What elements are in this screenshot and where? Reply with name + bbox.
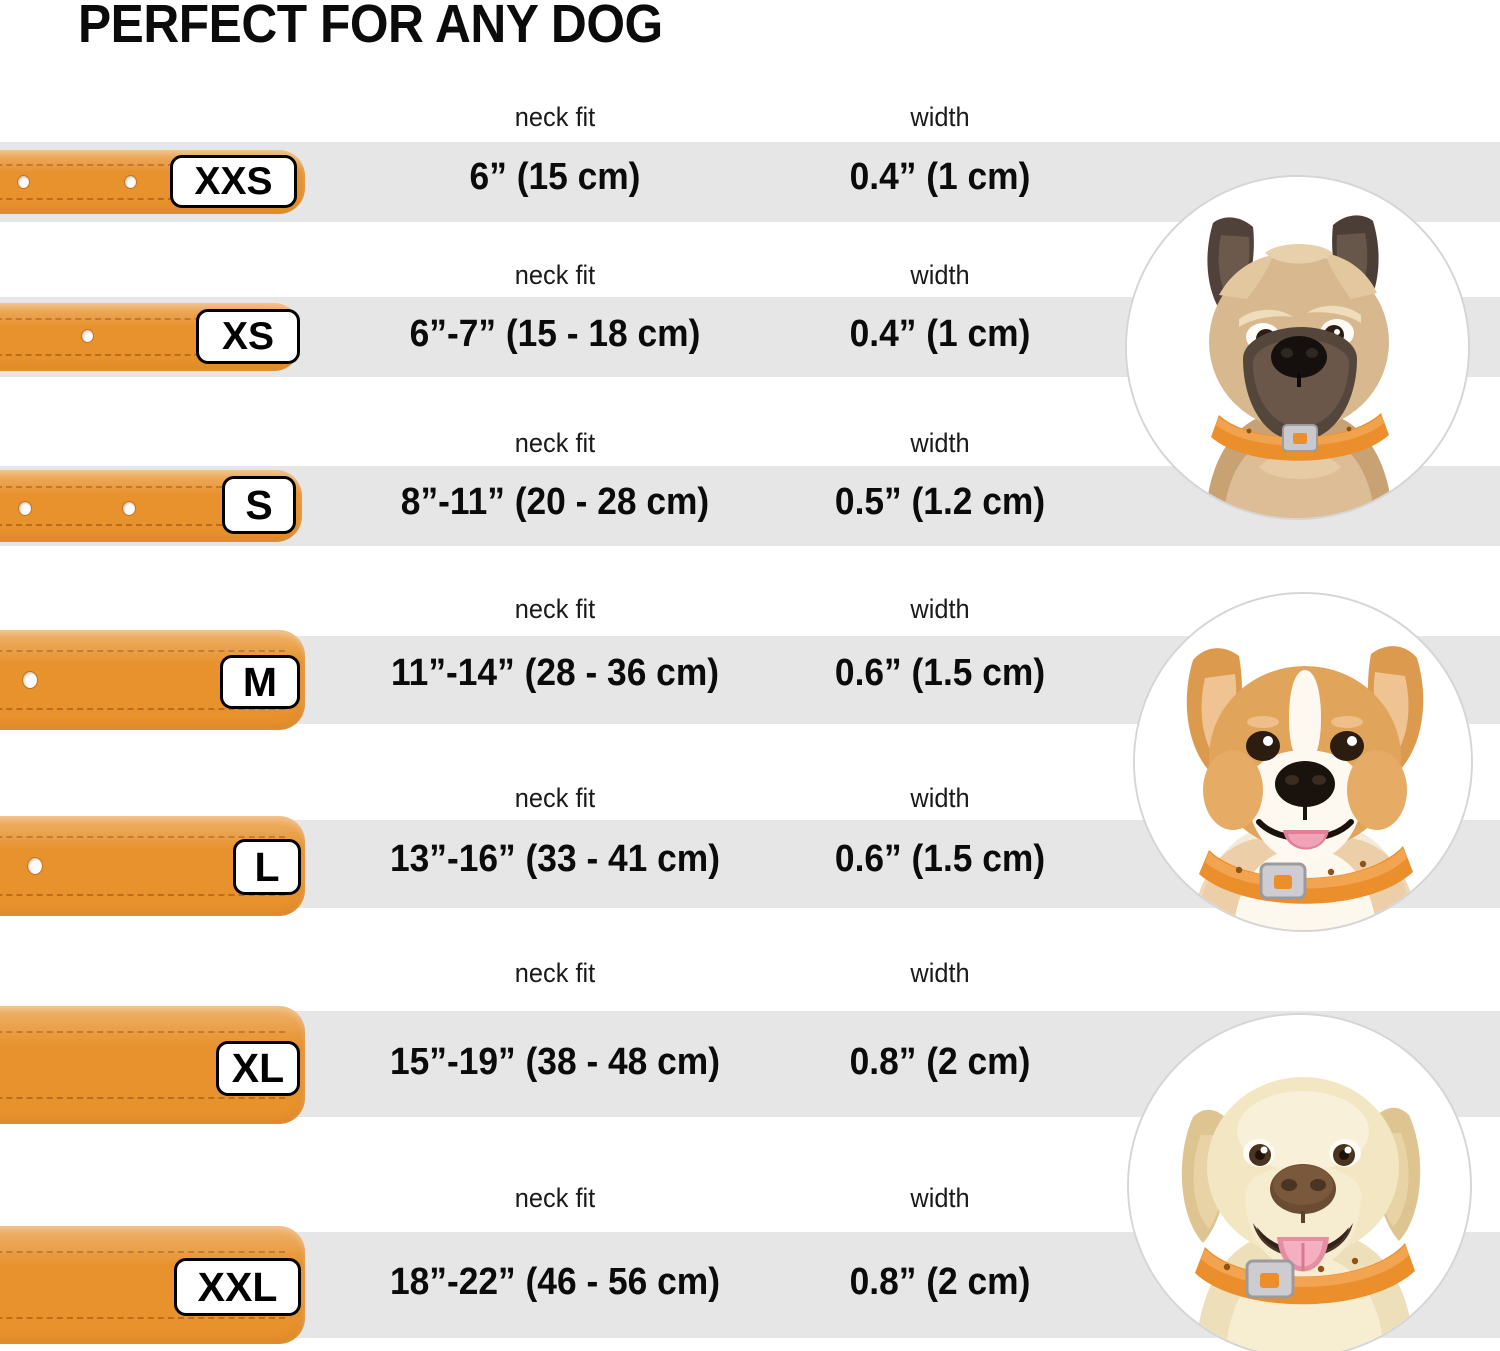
width-header-xxs: width [910,102,970,132]
width-header-s: width [910,428,970,458]
neck-fit-header-xl: neck fit [514,958,596,988]
neck-fit-value-xs: 6”-7” (15 - 18 cm) [409,313,701,355]
neck-fit-value-m: 11”-14” (28 - 36 cm) [390,652,720,694]
strap-hole [82,330,93,342]
neck-fit-value-s: 8”-11” (20 - 28 cm) [400,481,710,523]
neck-fit-value-l: 13”-16” (33 - 41 cm) [389,838,721,880]
size-badge-xxl: XXL [174,1258,301,1316]
neck-fit-value-xxl: 18”-22” (46 - 56 cm) [389,1261,721,1303]
width-header-xs: width [910,260,970,290]
size-badge-xxs: XXS [170,155,297,208]
neck-fit-header-l: neck fit [514,783,596,813]
corgi-illustration [1135,594,1471,930]
cairn-terrier-photo [1125,175,1470,520]
size-badge-s: S [222,476,296,534]
width-header-m: width [910,594,970,624]
width-value-xs: 0.4” (1 cm) [849,313,1031,355]
size-badge-xs: XS [196,309,300,364]
width-value-l: 0.6” (1.5 cm) [834,838,1046,880]
strap-hole [123,502,135,515]
width-value-xl: 0.8” (2 cm) [849,1041,1031,1083]
size-badge-l: L [233,839,301,895]
cairn-terrier-illustration [1127,177,1468,518]
width-header-l: width [910,783,970,813]
strap-hole [19,502,31,515]
strap-hole [28,858,42,874]
width-value-xxs: 0.4” (1 cm) [849,156,1031,198]
neck-fit-header-xxs: neck fit [514,102,596,132]
width-header-xxl: width [910,1183,970,1213]
neck-fit-header-xxl: neck fit [514,1183,596,1213]
page-title: PERFECT FOR ANY DOG [78,0,663,54]
corgi-photo [1133,592,1473,932]
strap-hole [23,672,37,688]
neck-fit-header-s: neck fit [514,428,596,458]
neck-fit-header-xs: neck fit [514,260,596,290]
width-header-xl: width [910,958,970,988]
strap-hole [18,176,29,188]
neck-fit-value-xl: 15”-19” (38 - 48 cm) [389,1041,721,1083]
width-value-m: 0.6” (1.5 cm) [834,652,1046,694]
labrador-illustration [1129,1015,1470,1351]
width-value-xxl: 0.8” (2 cm) [849,1261,1031,1303]
neck-fit-header-m: neck fit [514,594,596,624]
size-badge-m: M [220,655,300,709]
size-badge-xl: XL [216,1041,300,1096]
labrador-photo [1127,1013,1472,1351]
width-value-s: 0.5” (1.2 cm) [834,481,1046,523]
strap-hole [125,176,136,188]
neck-fit-value-xxs: 6” (15 cm) [469,156,641,198]
